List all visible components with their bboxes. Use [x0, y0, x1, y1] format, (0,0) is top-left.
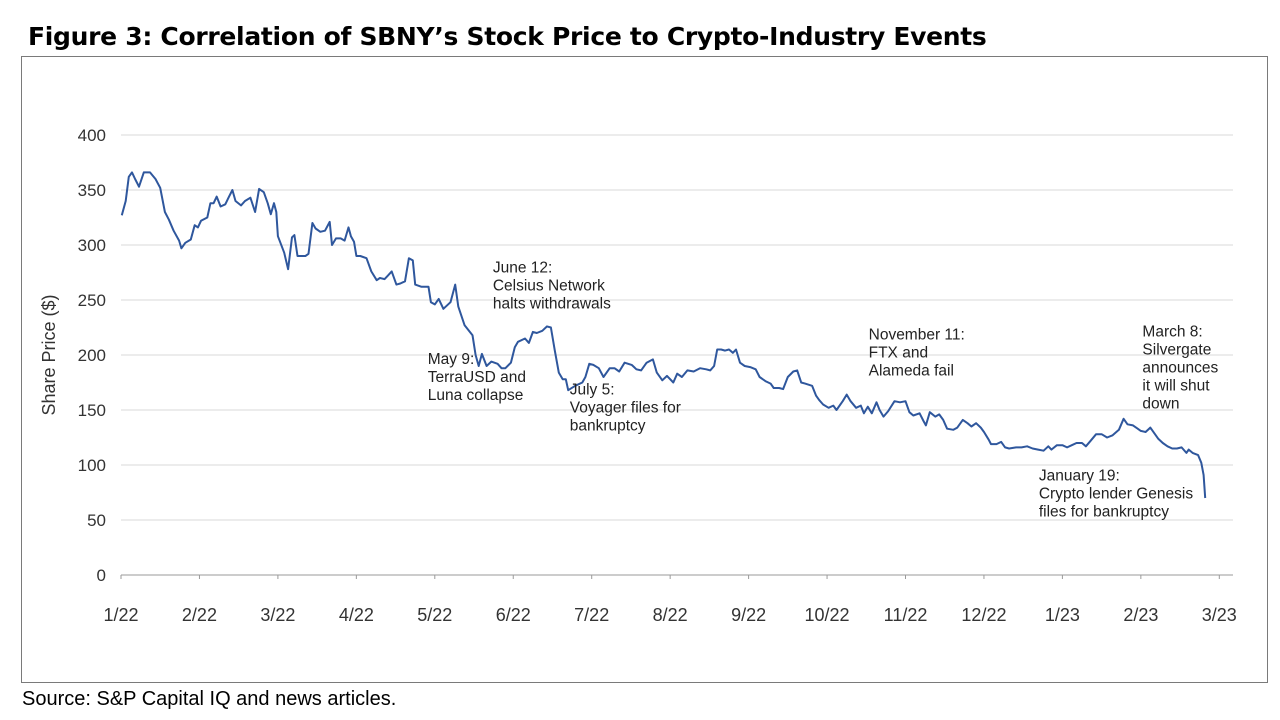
- y-tick-label-50: 50: [87, 511, 106, 530]
- x-tick-label-1/23: 1/23: [1045, 605, 1080, 625]
- y-tick-label-400: 400: [78, 126, 106, 145]
- y-tick-label-0: 0: [97, 566, 106, 585]
- annotation-nov11-line-2: FTX and: [869, 345, 928, 362]
- x-tick-label-2/23: 2/23: [1123, 605, 1158, 625]
- annotation-may9-line-3: Luna collapse: [428, 387, 524, 404]
- x-tick-label-3/23: 3/23: [1202, 605, 1237, 625]
- annotation-mar8-line-3: announces: [1142, 359, 1218, 376]
- x-tick-label-11/22: 11/22: [884, 605, 928, 625]
- x-tick-label-10/22: 10/22: [805, 605, 850, 625]
- y-axis-label: Share Price ($): [39, 294, 59, 415]
- figure-title: Figure 3: Correlation of SBNY’s Stock Pr…: [28, 22, 987, 51]
- series-line-sbny: [120, 171, 1207, 499]
- annotation-may9-line-1: May 9:: [428, 351, 475, 368]
- x-axis: 1/22 2/22 3/22 4/22 5/22 6/22 7/22 8/22 9/22 10/2…: [103, 574, 1237, 625]
- annotation-may9-line-2: TerraUSD and: [428, 369, 526, 386]
- y-tick-label-100: 100: [78, 456, 106, 475]
- annotation-june12-line-2: Celsius Network: [493, 278, 605, 295]
- x-tick-label-1/22: 1/22: [103, 605, 138, 625]
- x-tick-label-8/22: 8/22: [653, 605, 688, 625]
- y-tick-label-250: 250: [78, 291, 106, 310]
- annotation-mar8-line-1: March 8:: [1142, 323, 1202, 340]
- y-tick-label-200: 200: [78, 346, 106, 365]
- annotation-june12-line-1: June 12:: [493, 260, 552, 277]
- x-tick-label-4/22: 4/22: [339, 605, 374, 625]
- annotation-nov11-line-3: Alameda fail: [869, 363, 954, 380]
- annotation-june12: June 12: Celsius Network halts withdrawals: [493, 260, 611, 313]
- annotation-mar8: March 8: Silvergate announces it will shut d…: [1142, 323, 1218, 412]
- y-tick-label-350: 350: [78, 181, 106, 200]
- x-tick-label-7/22: 7/22: [574, 605, 609, 625]
- annotation-nov11-line-1: November 11:: [869, 327, 965, 344]
- annotation-july5-line-2: Voyager files for: [570, 400, 681, 417]
- x-tick-label-9/22: 9/22: [731, 605, 766, 625]
- chart-frame: [21, 56, 1268, 683]
- annotation-mar8-line-4: it will shut: [1142, 377, 1210, 394]
- annotation-may9: May 9: TerraUSD and Luna collapse: [428, 351, 526, 404]
- y-tick-label-150: 150: [78, 401, 106, 420]
- annotation-jan19: January 19: Crypto lender Genesis files fo…: [1039, 467, 1193, 520]
- gridlines: [121, 134, 1233, 521]
- x-tick-label-3/22: 3/22: [260, 605, 295, 625]
- annotation-mar8-line-5: down: [1142, 395, 1179, 412]
- x-tick-label-12/22: 12/22: [961, 605, 1006, 625]
- annotation-july5: July 5: Voyager files for bankruptcy: [570, 382, 681, 435]
- annotation-jan19-line-3: files for bankruptcy: [1039, 503, 1169, 520]
- annotation-june12-line-3: halts withdrawals: [493, 296, 611, 313]
- y-axis-ticks: 0 50 100 150 200 250 300 350 400: [78, 126, 106, 585]
- annotation-mar8-line-2: Silvergate: [1142, 341, 1211, 358]
- x-tick-label-2/22: 2/22: [182, 605, 217, 625]
- x-tick-label-6/22: 6/22: [496, 605, 531, 625]
- annotation-jan19-line-1: January 19:: [1039, 467, 1120, 484]
- annotation-july5-line-3: bankruptcy: [570, 418, 646, 435]
- annotation-jan19-line-2: Crypto lender Genesis: [1039, 485, 1193, 502]
- source-note: Source: S&P Capital IQ and news articles…: [22, 688, 397, 710]
- annotation-nov11: November 11: FTX and Alameda fail: [869, 327, 965, 380]
- annotation-july5-line-1: July 5:: [570, 382, 615, 399]
- y-tick-label-300: 300: [78, 236, 106, 255]
- x-tick-label-5/22: 5/22: [417, 605, 452, 625]
